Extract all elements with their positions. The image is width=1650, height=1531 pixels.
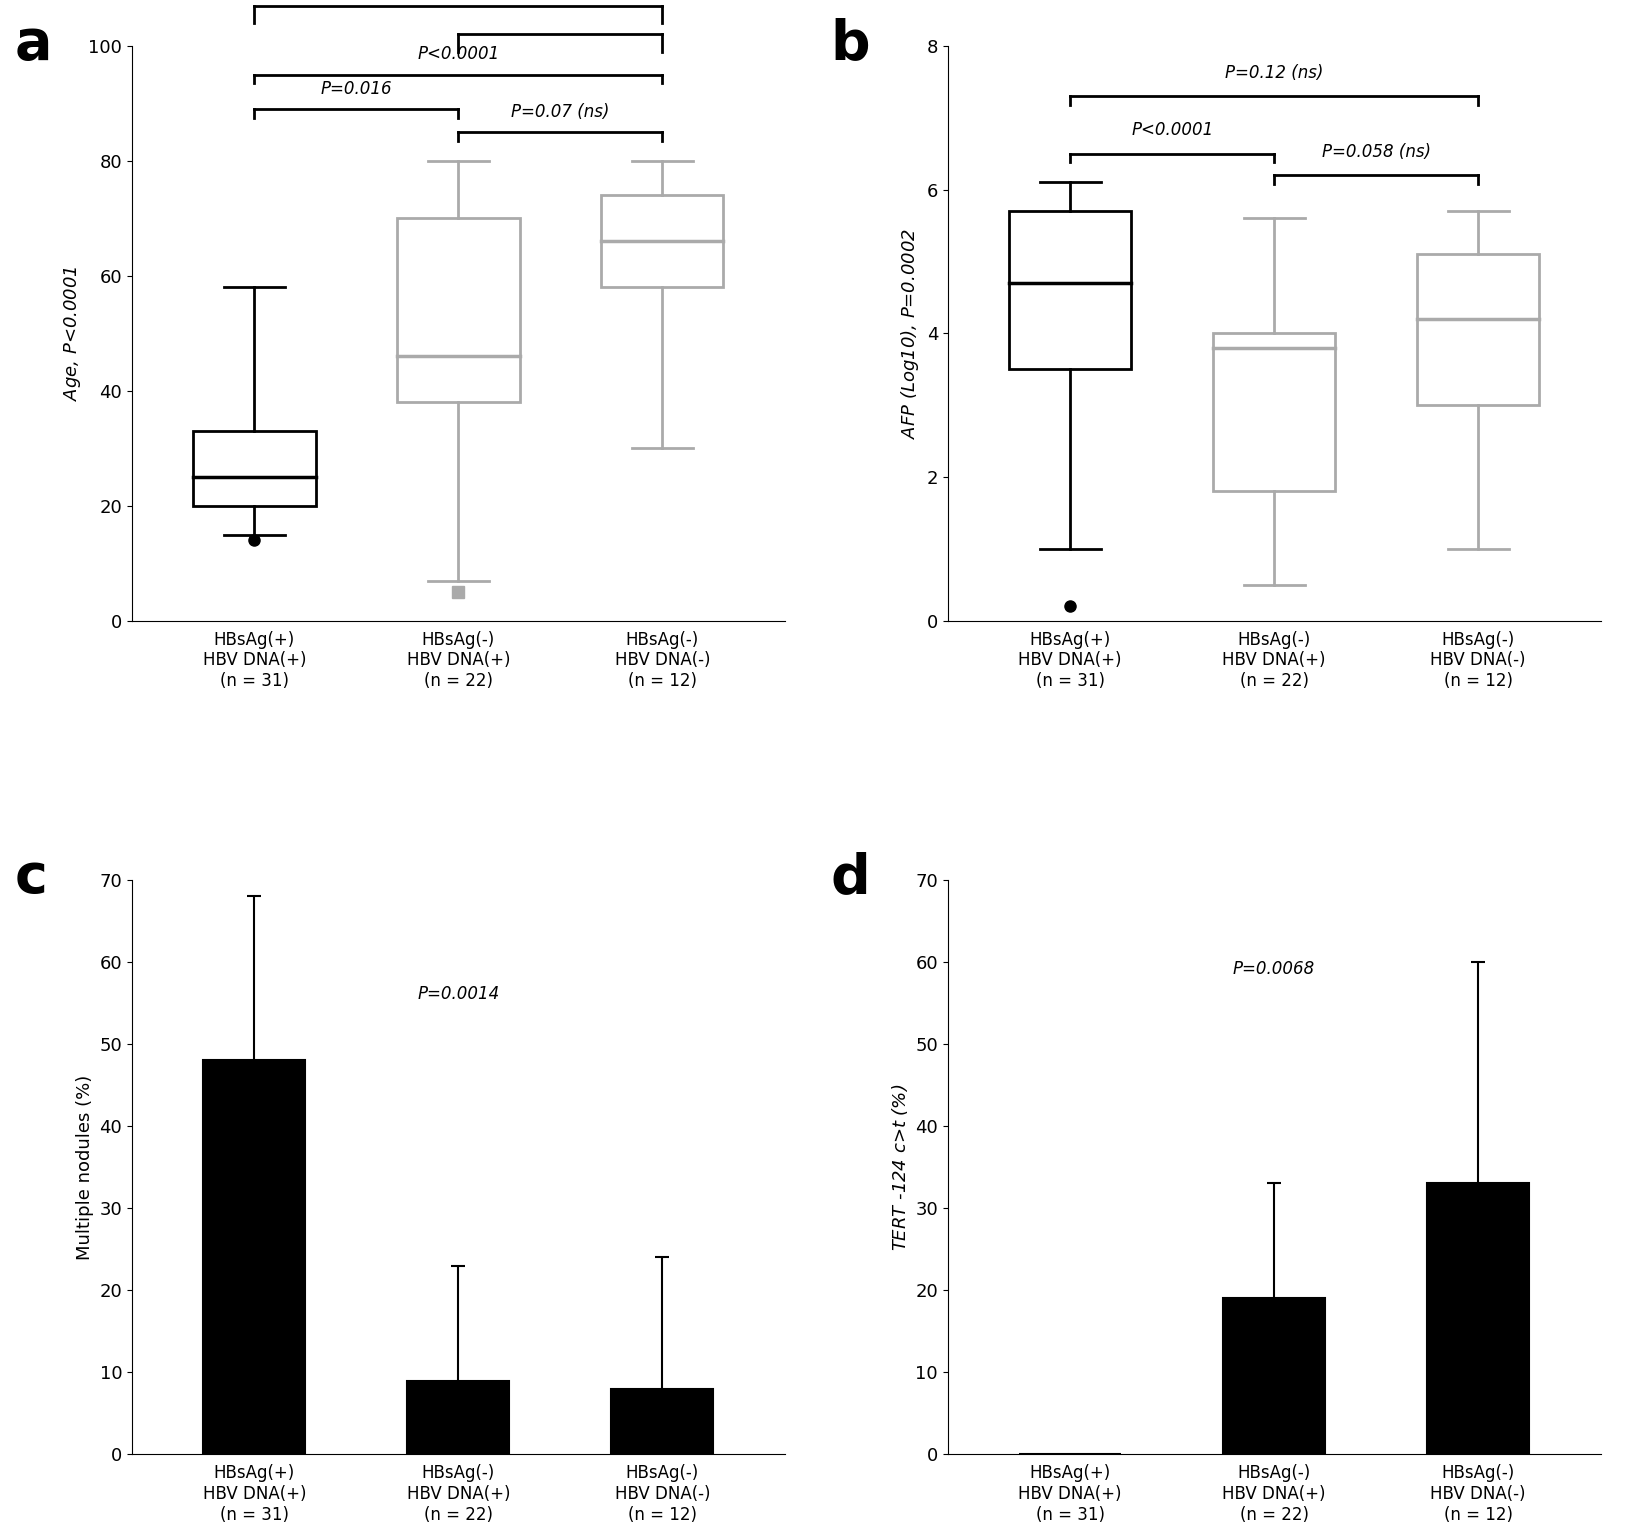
Bar: [193, 432, 315, 505]
Text: P=0.0014: P=0.0014: [417, 984, 500, 1003]
Bar: [398, 219, 520, 403]
Bar: [1427, 1183, 1530, 1454]
Bar: [610, 1389, 713, 1454]
Bar: [1223, 1298, 1325, 1454]
Bar: [203, 1061, 305, 1454]
Bar: [408, 1381, 510, 1454]
Text: P=0.07 (ns): P=0.07 (ns): [512, 103, 609, 121]
Text: a: a: [15, 17, 53, 70]
Text: d: d: [830, 851, 870, 905]
Y-axis label: AFP (Log10), $\it{P}$=0.0002: AFP (Log10), $\it{P}$=0.0002: [899, 228, 921, 439]
Text: P<0.0001: P<0.0001: [1130, 121, 1213, 139]
Bar: [1010, 211, 1132, 369]
Y-axis label: Multiple nodules (%): Multiple nodules (%): [76, 1075, 94, 1260]
Text: P<0.0001: P<0.0001: [417, 46, 500, 63]
Text: P=0.0068: P=0.0068: [1233, 960, 1315, 978]
Text: P=0.016: P=0.016: [320, 80, 393, 98]
Y-axis label: $\it{TERT}$ -124 c>t (%): $\it{TERT}$ -124 c>t (%): [889, 1084, 909, 1251]
Text: P=0.058 (ns): P=0.058 (ns): [1322, 142, 1431, 161]
Text: c: c: [15, 851, 48, 905]
Bar: [1417, 254, 1539, 406]
Bar: [1213, 334, 1335, 491]
Y-axis label: Age, $\it{P}$<0.0001: Age, $\it{P}$<0.0001: [61, 266, 82, 401]
Bar: [601, 196, 723, 288]
Text: b: b: [830, 17, 870, 70]
Text: P=0.12 (ns): P=0.12 (ns): [1224, 64, 1323, 81]
